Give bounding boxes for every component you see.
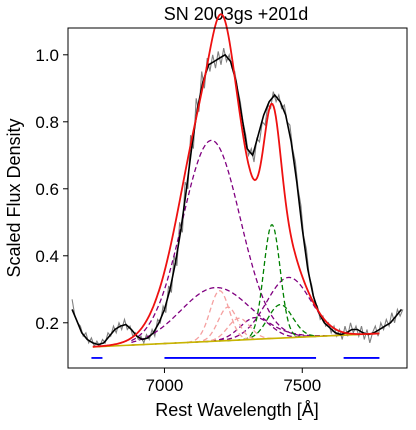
axes: 7000 7500 0.2 0.4 0.6 0.8 1.0: [35, 46, 321, 395]
y-tick-label: 0.2: [35, 314, 59, 333]
y-tick-label: 0.4: [35, 247, 59, 266]
total-fit-line: [92, 13, 380, 348]
x-tick-label: 7500: [283, 376, 321, 395]
y-tick-label: 1.0: [35, 46, 59, 65]
x-axis-label: Rest Wavelength [Å]: [155, 400, 318, 420]
chart-title: SN 2003gs +201d: [164, 4, 309, 24]
continuum-line: [92, 332, 380, 348]
plot-frame: [67, 27, 408, 369]
gaussian-component-4: [131, 316, 374, 346]
gaussian-component-5: [131, 224, 374, 346]
plot-area: [71, 13, 404, 359]
y-tick-label: 0.8: [35, 113, 59, 132]
gaussian-component-1: [131, 139, 374, 342]
x-tick-label: 7000: [146, 376, 184, 395]
y-tick-label: 0.6: [35, 180, 59, 199]
y-axis-label: Scaled Flux Density: [4, 118, 24, 277]
